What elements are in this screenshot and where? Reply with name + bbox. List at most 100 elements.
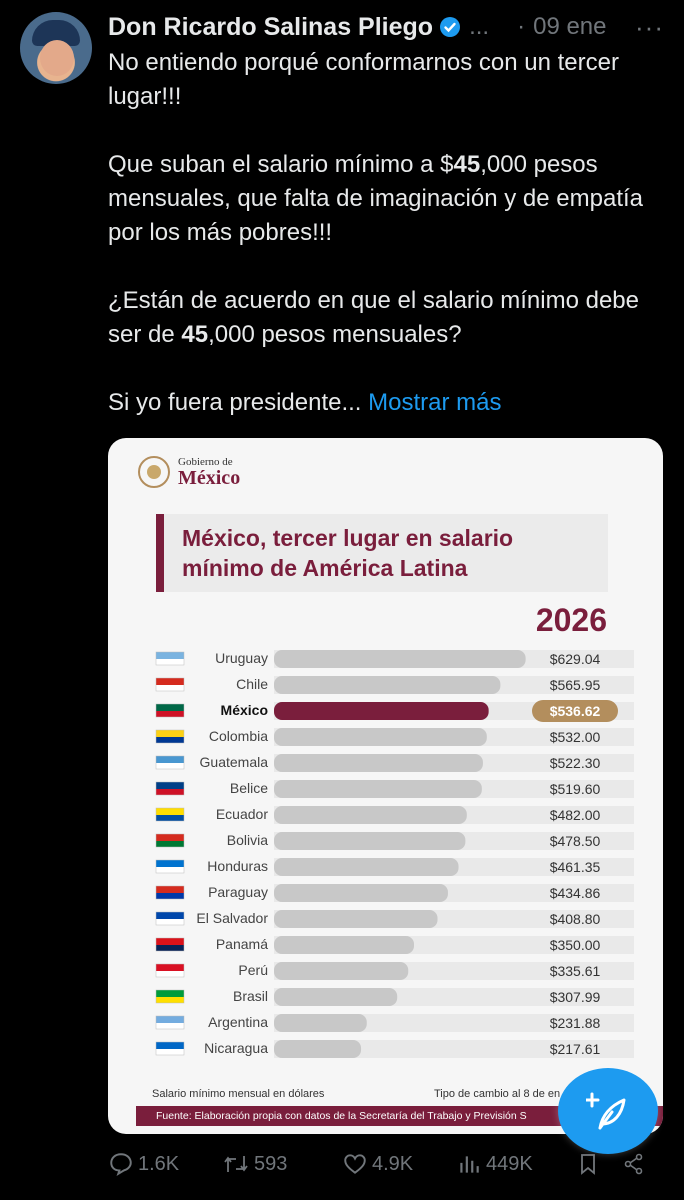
logo-small-text: Gobierno de: [178, 455, 233, 468]
bar: [274, 962, 409, 980]
flag-top: [156, 1016, 184, 1023]
flag-bottom: [156, 841, 184, 847]
value-label: $519.60: [550, 781, 601, 797]
flag-border: [155, 911, 185, 926]
reply-icon: [110, 1153, 132, 1176]
value-label: $217.61: [550, 1041, 601, 1057]
compose-post-button[interactable]: [558, 1068, 658, 1154]
country-label: México: [221, 702, 268, 718]
author-handle[interactable]: ...: [469, 13, 490, 40]
country-label: Perú: [238, 962, 268, 978]
flag-border: [155, 651, 185, 666]
retweet-icon: [224, 1156, 248, 1172]
country-label: Brasil: [233, 988, 268, 1004]
verified-badge-icon: [440, 17, 461, 37]
bar: [274, 728, 487, 746]
bar: [274, 806, 467, 824]
flag-bottom: [156, 867, 184, 873]
value-label: $532.00: [550, 729, 601, 745]
value-label: $478.50: [550, 833, 601, 849]
flag-top: [156, 938, 184, 945]
bookmark-icon: [581, 1154, 595, 1175]
country-label: El Salvador: [196, 910, 268, 926]
avatar[interactable]: [20, 12, 92, 84]
tweet-paragraph-1: No entiendo porqué conformarnos con un t…: [108, 49, 619, 110]
country-label: Panamá: [216, 936, 268, 952]
flag-bottom: [156, 971, 184, 977]
like-count: 4.9K: [372, 1152, 414, 1175]
flag-bottom: [156, 763, 184, 769]
flag-border: [155, 729, 185, 744]
country-label: Belice: [230, 780, 268, 796]
tweet-text: No entiendo porqué conformarnos con un t…: [108, 46, 668, 454]
flag-border: [155, 1015, 185, 1030]
retweet-count: 593: [254, 1152, 288, 1175]
flag-bottom: [156, 1023, 184, 1029]
flag-top: [156, 678, 184, 685]
bar: [274, 910, 438, 928]
more-options-icon[interactable]: ···: [635, 12, 664, 42]
views-button[interactable]: 449K: [456, 1151, 576, 1177]
bar: [274, 676, 501, 694]
flag-top: [156, 886, 184, 893]
flag-border: [155, 885, 185, 900]
bar: [274, 650, 526, 668]
value-label: $408.80: [550, 911, 601, 927]
flag-top: [156, 704, 184, 711]
compose-feather-icon: [586, 1092, 626, 1130]
retweet-button[interactable]: 593: [222, 1151, 342, 1177]
value-label: $307.99: [550, 989, 601, 1005]
bar-chart-svg: Uruguay $629.04 Chile $565.95 México $536.62 C…: [155, 650, 634, 1058]
flag-bottom: [156, 997, 184, 1003]
flag-bottom: [156, 815, 184, 821]
value-label: $350.00: [550, 937, 601, 953]
flag-top: [156, 990, 184, 997]
flag-border: [155, 963, 185, 978]
tweet-date[interactable]: 09 ene: [533, 13, 607, 40]
like-button[interactable]: 4.9K: [342, 1151, 456, 1177]
tweet-paragraph-4: Si yo fuera presidente... Mostrar más: [108, 389, 502, 416]
flag-bottom: [156, 1049, 184, 1055]
author-name[interactable]: Don Ricardo Salinas Pliego: [108, 12, 434, 41]
bar: [274, 1014, 367, 1032]
value-label: $522.30: [550, 755, 601, 771]
share-button[interactable]: [622, 1151, 650, 1177]
bar: [274, 1040, 362, 1058]
flag-top: [156, 808, 184, 815]
gobierno-logo: Gobierno de México: [138, 456, 240, 488]
chart-source: Fuente: Elaboración propia con datos de …: [136, 1106, 663, 1126]
value-label: $536.62: [550, 703, 601, 719]
country-label: Paraguay: [208, 884, 268, 900]
country-label: Bolivia: [227, 832, 268, 848]
show-more-link[interactable]: Mostrar más: [368, 389, 502, 416]
flag-bottom: [156, 659, 184, 665]
eagle-seal-icon: [138, 456, 170, 488]
flag-bottom: [156, 737, 184, 743]
value-label: $629.04: [550, 651, 601, 667]
flag-top: [156, 730, 184, 737]
tweet-actions: 1.6K 593 4.9K 449K: [108, 1144, 668, 1184]
flag-top: [156, 756, 184, 763]
flag-bottom: [156, 893, 184, 899]
chart-title-box: México, tercer lugar en salario mínimo d…: [156, 514, 608, 592]
views-chart-icon: [460, 1156, 479, 1173]
flag-border: [155, 1041, 185, 1056]
flag-top: [156, 652, 184, 659]
bookmark-button[interactable]: [576, 1151, 622, 1177]
bar: [274, 884, 448, 902]
highlight-value-badge: [532, 700, 618, 722]
media-image[interactable]: Gobierno de México México, tercer lugar …: [108, 438, 663, 1134]
heart-icon: [344, 1154, 366, 1174]
share-icon: [624, 1153, 643, 1175]
reply-button[interactable]: 1.6K: [108, 1151, 222, 1177]
country-label: Ecuador: [216, 806, 268, 822]
tweet-header: Don Ricardo Salinas Pliego ... · 09 ene …: [108, 10, 664, 44]
flag-bottom: [156, 919, 184, 925]
value-label: $335.61: [550, 963, 601, 979]
flag-top: [156, 834, 184, 841]
country-label: Honduras: [207, 858, 268, 874]
flag-border: [155, 937, 185, 952]
chart-title-line-2: mínimo de América Latina: [182, 555, 468, 581]
flag-border: [155, 677, 185, 692]
flag-bottom: [156, 789, 184, 795]
